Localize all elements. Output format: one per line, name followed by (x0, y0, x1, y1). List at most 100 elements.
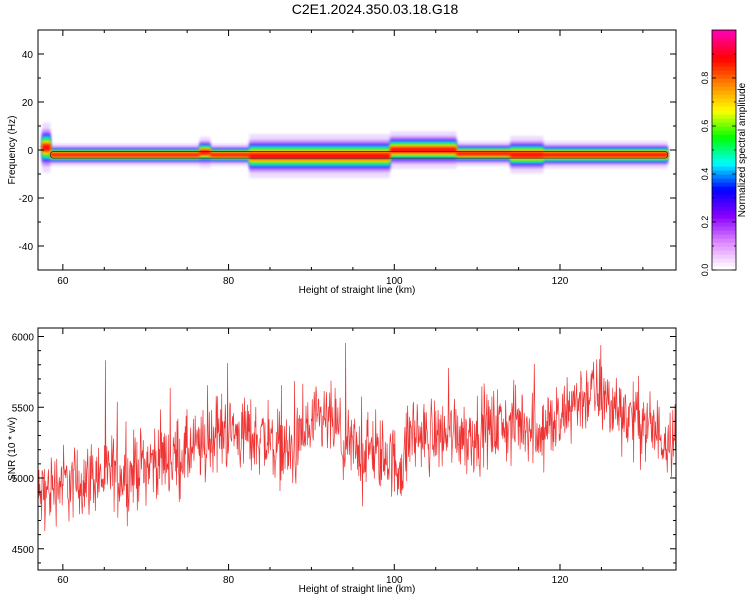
spectrogram-cell (510, 152, 544, 158)
colorbar-cell (712, 194, 736, 199)
spectrogram-x-axis: 60 80 100 120 (57, 30, 644, 287)
colorbar-gradient (712, 30, 736, 271)
spectrogram-cell (543, 153, 668, 157)
colorbar-cell (712, 238, 736, 243)
colorbar-cell (712, 230, 736, 235)
colorbar-cell (712, 62, 736, 67)
colorbar-cell (712, 214, 736, 219)
colorbar-cell (712, 38, 736, 43)
colorbar-cell (712, 174, 736, 179)
colorbar-cell (712, 146, 736, 151)
colorbar: 0.0 0.2 0.4 0.6 0.8 Normalized spectral ampl… (700, 29, 748, 277)
colorbar-cell (712, 258, 736, 263)
colorbar-cell (712, 94, 736, 99)
colorbar-cell (712, 42, 736, 47)
page-title: C2E1.2024.350.03.18.G18 (291, 1, 459, 17)
colorbar-cell (712, 262, 736, 267)
colorbar-cell (712, 110, 736, 115)
colorbar-tick-label: 0.2 (700, 216, 710, 229)
colorbar-cell (712, 250, 736, 255)
spectrogram-panel: 60 80 100 120 -40 -20 0 20 40 Height of straigh… (7, 29, 677, 296)
snr-y-tick-label: 4500 (12, 545, 35, 556)
snr-y-tick-label: 6000 (12, 332, 35, 343)
colorbar-cell (712, 122, 736, 127)
colorbar-cell (712, 78, 736, 83)
colorbar-cell (712, 158, 736, 163)
colorbar-cell (712, 74, 736, 79)
colorbar-cell (712, 190, 736, 195)
colorbar-cell (712, 182, 736, 187)
colorbar-tick-label: 0.0 (700, 264, 710, 277)
colorbar-cell (712, 126, 736, 131)
colorbar-cell (712, 254, 736, 259)
snr-x-tick-label: 80 (223, 575, 235, 586)
colorbar-cell (712, 34, 736, 39)
snr-y-tick-label: 5500 (12, 403, 35, 414)
snr-y-tick-label: 5000 (12, 474, 35, 485)
colorbar-cell (712, 46, 736, 51)
colorbar-cell (712, 166, 736, 171)
colorbar-tick-label: 0.4 (700, 168, 710, 181)
spectrogram-cell (199, 150, 211, 155)
colorbar-tick-label: 0.8 (700, 72, 710, 85)
colorbar-cell (712, 218, 736, 223)
colorbar-tick-label: 0.6 (700, 120, 710, 133)
spectrogram-band (42, 122, 669, 178)
spectrogram-band-outline (50, 151, 669, 159)
colorbar-cell (712, 54, 736, 59)
spectrogram-cell (50, 153, 200, 157)
spectrogram-y-tick-label: 40 (22, 50, 34, 61)
spectrogram-cell (456, 152, 511, 156)
colorbar-cell (712, 234, 736, 239)
colorbar-cell (712, 130, 736, 135)
colorbar-cell (712, 134, 736, 139)
spectrogram-cell (390, 147, 457, 153)
colorbar-cell (712, 242, 736, 247)
spectrogram-y-tick-label: 0 (27, 146, 33, 157)
snr-y-axis: 4500 5000 5500 6000 (12, 332, 676, 564)
colorbar-cell (712, 266, 736, 271)
spectrogram-outline (50, 151, 669, 159)
colorbar-cell (712, 86, 736, 91)
colorbar-cell (712, 70, 736, 75)
colorbar-cell (712, 50, 736, 55)
colorbar-cell (712, 246, 736, 251)
colorbar-cell (712, 102, 736, 107)
colorbar-cell (712, 30, 736, 35)
snr-x-axis: 60 80 100 120 (57, 328, 644, 586)
spectrogram-y-tick-label: -40 (19, 242, 34, 253)
colorbar-cell (712, 138, 736, 143)
colorbar-cell (712, 210, 736, 215)
spectrogram-cell (210, 153, 250, 157)
snr-x-tick-label: 120 (552, 575, 569, 586)
spectrogram-x-label: Height of straight line (km) (299, 285, 416, 296)
snr-x-label: Height of straight line (km) (299, 584, 416, 595)
colorbar-cell (712, 222, 736, 227)
colorbar-cell (712, 106, 736, 111)
spectrogram-level-7 (42, 144, 668, 159)
colorbar-cell (712, 162, 736, 167)
spectrogram-x-tick-label: 100 (386, 276, 403, 287)
spectrogram-cell (42, 144, 51, 151)
colorbar-cell (712, 118, 736, 123)
colorbar-cell (712, 202, 736, 207)
colorbar-label: Normalized spectral amplitude (737, 82, 748, 217)
spectrogram-y-axis: -40 -20 0 20 40 (19, 29, 676, 271)
colorbar-cell (712, 82, 736, 87)
colorbar-cell (712, 170, 736, 175)
colorbar-cell (712, 58, 736, 63)
colorbar-cell (712, 66, 736, 71)
snr-panel: 60 80 100 120 4500 5000 5500 6000 Height of st… (7, 327, 677, 595)
colorbar-cell (712, 206, 736, 211)
snr-x-tick-label: 60 (57, 575, 69, 586)
colorbar-cell (712, 198, 736, 203)
colorbar-cell (712, 178, 736, 183)
spectrogram-cell (249, 153, 391, 159)
colorbar-cell (712, 98, 736, 103)
snr-x-tick-label: 100 (386, 575, 403, 586)
colorbar-cell (712, 226, 736, 231)
spectrogram-x-tick-label: 80 (223, 276, 235, 287)
snr-y-label: SNR (10 * v/v) (7, 417, 18, 481)
spectrogram-y-tick-label: -20 (19, 194, 34, 205)
